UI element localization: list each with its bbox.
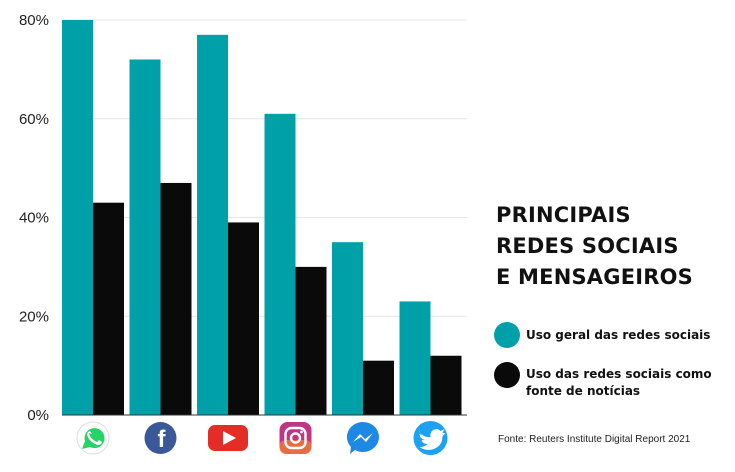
y-tick-label: 60% (19, 111, 49, 128)
bar (129, 59, 161, 415)
legend-label-news-use-line-2: fonte de notícias (526, 384, 641, 398)
bar (62, 20, 93, 415)
whatsapp-icon (76, 421, 110, 455)
chart-title-line-1: PRINCIPAIS (496, 203, 631, 227)
legend-label-general-use: Uso geral das redes sociais (526, 328, 711, 342)
bar (264, 113, 296, 415)
legend-label-news-use-line-1: Uso das redes sociais como (526, 367, 712, 381)
bar (399, 301, 431, 415)
chart-title-line-3: E MENSAGEIROS (496, 265, 693, 289)
legend-swatch-teal (494, 322, 520, 348)
svg-text:f: f (158, 426, 167, 453)
youtube-icon (208, 425, 248, 451)
y-tick-label: 40% (19, 210, 49, 227)
bar (93, 202, 124, 415)
twitter-icon (413, 421, 448, 455)
instagram-icon (279, 422, 312, 454)
chart-title: PRINCIPAIS REDES SOCIAIS E MENSAGEIROS (496, 200, 693, 293)
legend-swatch-black (494, 362, 520, 388)
messenger-icon (346, 421, 379, 454)
facebook-icon: f (144, 422, 177, 454)
y-tick-label: 0% (27, 407, 49, 424)
chart-title-line-2: REDES SOCIAIS (496, 234, 679, 258)
bar (197, 34, 228, 415)
bar (430, 355, 462, 415)
y-tick-label: 20% (19, 308, 49, 325)
bar (160, 182, 192, 415)
source-note: Fonte: Reuters Institute Digital Report … (498, 434, 691, 445)
legend-label-news-use: Uso das redes sociais como fonte de notí… (526, 366, 716, 400)
bar (332, 242, 363, 415)
bar (228, 222, 259, 415)
y-tick-label: 80% (19, 12, 49, 29)
bar (363, 360, 394, 415)
bar (295, 266, 327, 415)
